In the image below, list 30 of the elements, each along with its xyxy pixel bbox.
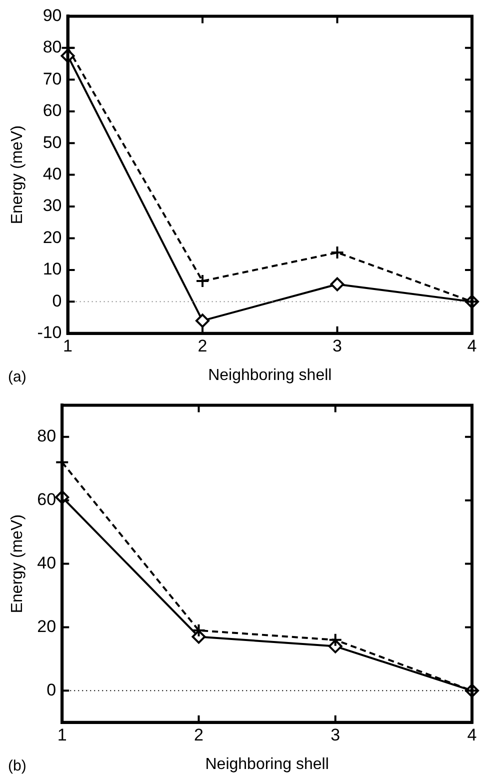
y-tick-label: 20	[42, 228, 62, 247]
y-tick-label: 30	[42, 196, 62, 216]
y-tick-label: 0	[52, 291, 62, 310]
y-tick-label: 50	[42, 132, 62, 152]
y-tick-label: 40	[37, 553, 56, 572]
y-tick-label: 10	[42, 260, 62, 279]
y-tick-label: 80	[37, 426, 56, 446]
x-tick-label: 2	[198, 336, 208, 356]
text: (b)	[8, 758, 26, 775]
y-tick-label: 80	[42, 38, 62, 57]
text: (a)	[8, 368, 26, 386]
x-tick-label: 1	[57, 725, 67, 744]
x-tick-label: 3	[330, 725, 340, 744]
y-tick-label: 70	[42, 69, 62, 88]
y-tick-label: -10	[37, 323, 62, 342]
x-tick-label: 3	[332, 336, 342, 356]
x-tick-label: 2	[194, 725, 204, 744]
y-tick-label: 60	[42, 101, 62, 120]
y-tick-label: 0	[46, 680, 56, 700]
x-tick-label: 1	[63, 336, 73, 356]
y-tick-label: 90	[42, 6, 62, 25]
x-axis-title: Neighboring shell	[205, 756, 329, 773]
x-axis-title: Neighboring shell	[208, 366, 332, 384]
y-axis-title: Energy (meV)	[9, 125, 26, 224]
y-tick-label: 60	[37, 490, 56, 510]
y-axis-title: Energy (meV)	[9, 514, 26, 614]
y-tick-label: 20	[37, 616, 56, 636]
y-tick-label: 40	[42, 164, 62, 184]
x-tick-label: 4	[467, 725, 477, 744]
x-tick-label: 4	[467, 336, 477, 356]
